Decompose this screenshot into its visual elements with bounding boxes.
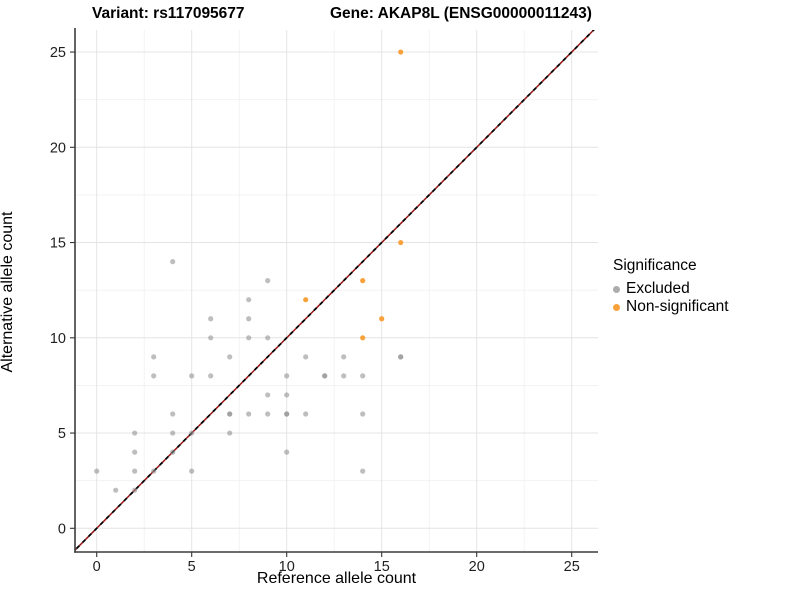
- svg-text:10: 10: [279, 559, 295, 575]
- svg-text:20: 20: [469, 559, 485, 575]
- points-non-significant: [303, 49, 404, 341]
- svg-text:15: 15: [374, 559, 390, 575]
- legend: Significance Excluded Non-significant: [613, 257, 729, 316]
- axis-ticks: [70, 51, 573, 557]
- legend-item-non-significant: Non-significant: [613, 298, 729, 316]
- svg-text:0: 0: [93, 559, 101, 575]
- svg-text:25: 25: [50, 45, 66, 61]
- y-axis-label: Alternative allele count: [0, 211, 16, 373]
- svg-text:5: 5: [58, 426, 66, 442]
- legend-item-label: Excluded: [626, 280, 690, 297]
- non-significant-dot-icon: [613, 303, 620, 311]
- major-gridlines: [75, 30, 598, 552]
- points-excluded: [94, 259, 404, 493]
- legend-item-excluded: Excluded: [613, 280, 729, 298]
- svg-text:20: 20: [50, 140, 66, 156]
- minor-gridlines: [75, 30, 598, 552]
- svg-text:5: 5: [188, 559, 196, 575]
- x-tick-labels: 0 5 10 15 20 25: [93, 559, 580, 575]
- variant-title: Variant: rs117095677: [92, 5, 245, 22]
- y-tick-labels: 0 5 10 15 20 25: [50, 45, 66, 537]
- svg-text:25: 25: [564, 559, 580, 575]
- x-axis-label: Reference allele count: [256, 570, 417, 587]
- excluded-dot-icon: [613, 285, 620, 293]
- svg-text:10: 10: [50, 331, 66, 347]
- svg-text:15: 15: [50, 236, 66, 252]
- gene-title: Gene: AKAP8L (ENSG00000011243): [330, 5, 592, 22]
- svg-text:0: 0: [58, 521, 66, 537]
- axis-lines: [74, 28, 598, 553]
- legend-title: Significance: [613, 257, 697, 274]
- legend-item-label: Non-significant: [626, 298, 729, 315]
